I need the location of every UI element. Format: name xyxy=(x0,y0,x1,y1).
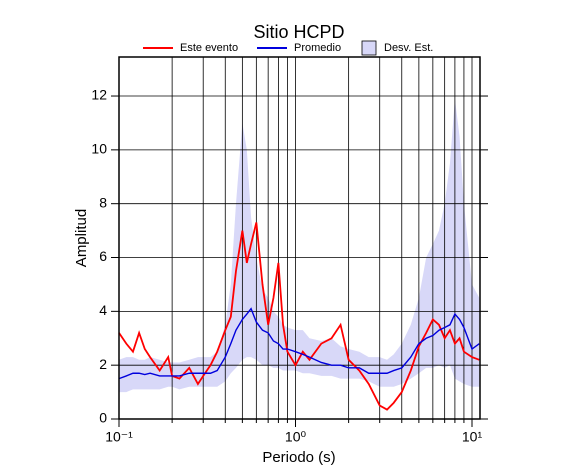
std-band xyxy=(119,98,480,393)
y-tick-label: 0 xyxy=(99,410,107,426)
legend-swatch xyxy=(361,40,377,56)
y-tick-label: 6 xyxy=(99,248,107,264)
y-tick-label: 8 xyxy=(99,194,107,210)
series-line xyxy=(118,222,480,411)
y-tick-label: 4 xyxy=(99,302,107,318)
y-axis-label: Amplitud xyxy=(73,209,90,267)
series-line xyxy=(118,307,480,380)
x-tick-label: 10⁻¹ xyxy=(105,429,133,445)
x-axis-label: Periodo (s) xyxy=(262,449,335,466)
legend-label: Este evento xyxy=(180,42,238,54)
legend-label: Desv. Est. xyxy=(384,42,433,54)
legend-label: Promedio xyxy=(294,42,341,54)
chart-title: Sitio HCPD xyxy=(253,22,344,42)
y-tick-label: 12 xyxy=(91,87,107,103)
y-tick-label: 2 xyxy=(99,356,107,372)
y-tick-label: 10 xyxy=(91,141,107,157)
plot-frame xyxy=(118,56,481,420)
x-tick-label: 10⁰ xyxy=(285,429,307,445)
x-tick-label: 10¹ xyxy=(462,429,483,445)
